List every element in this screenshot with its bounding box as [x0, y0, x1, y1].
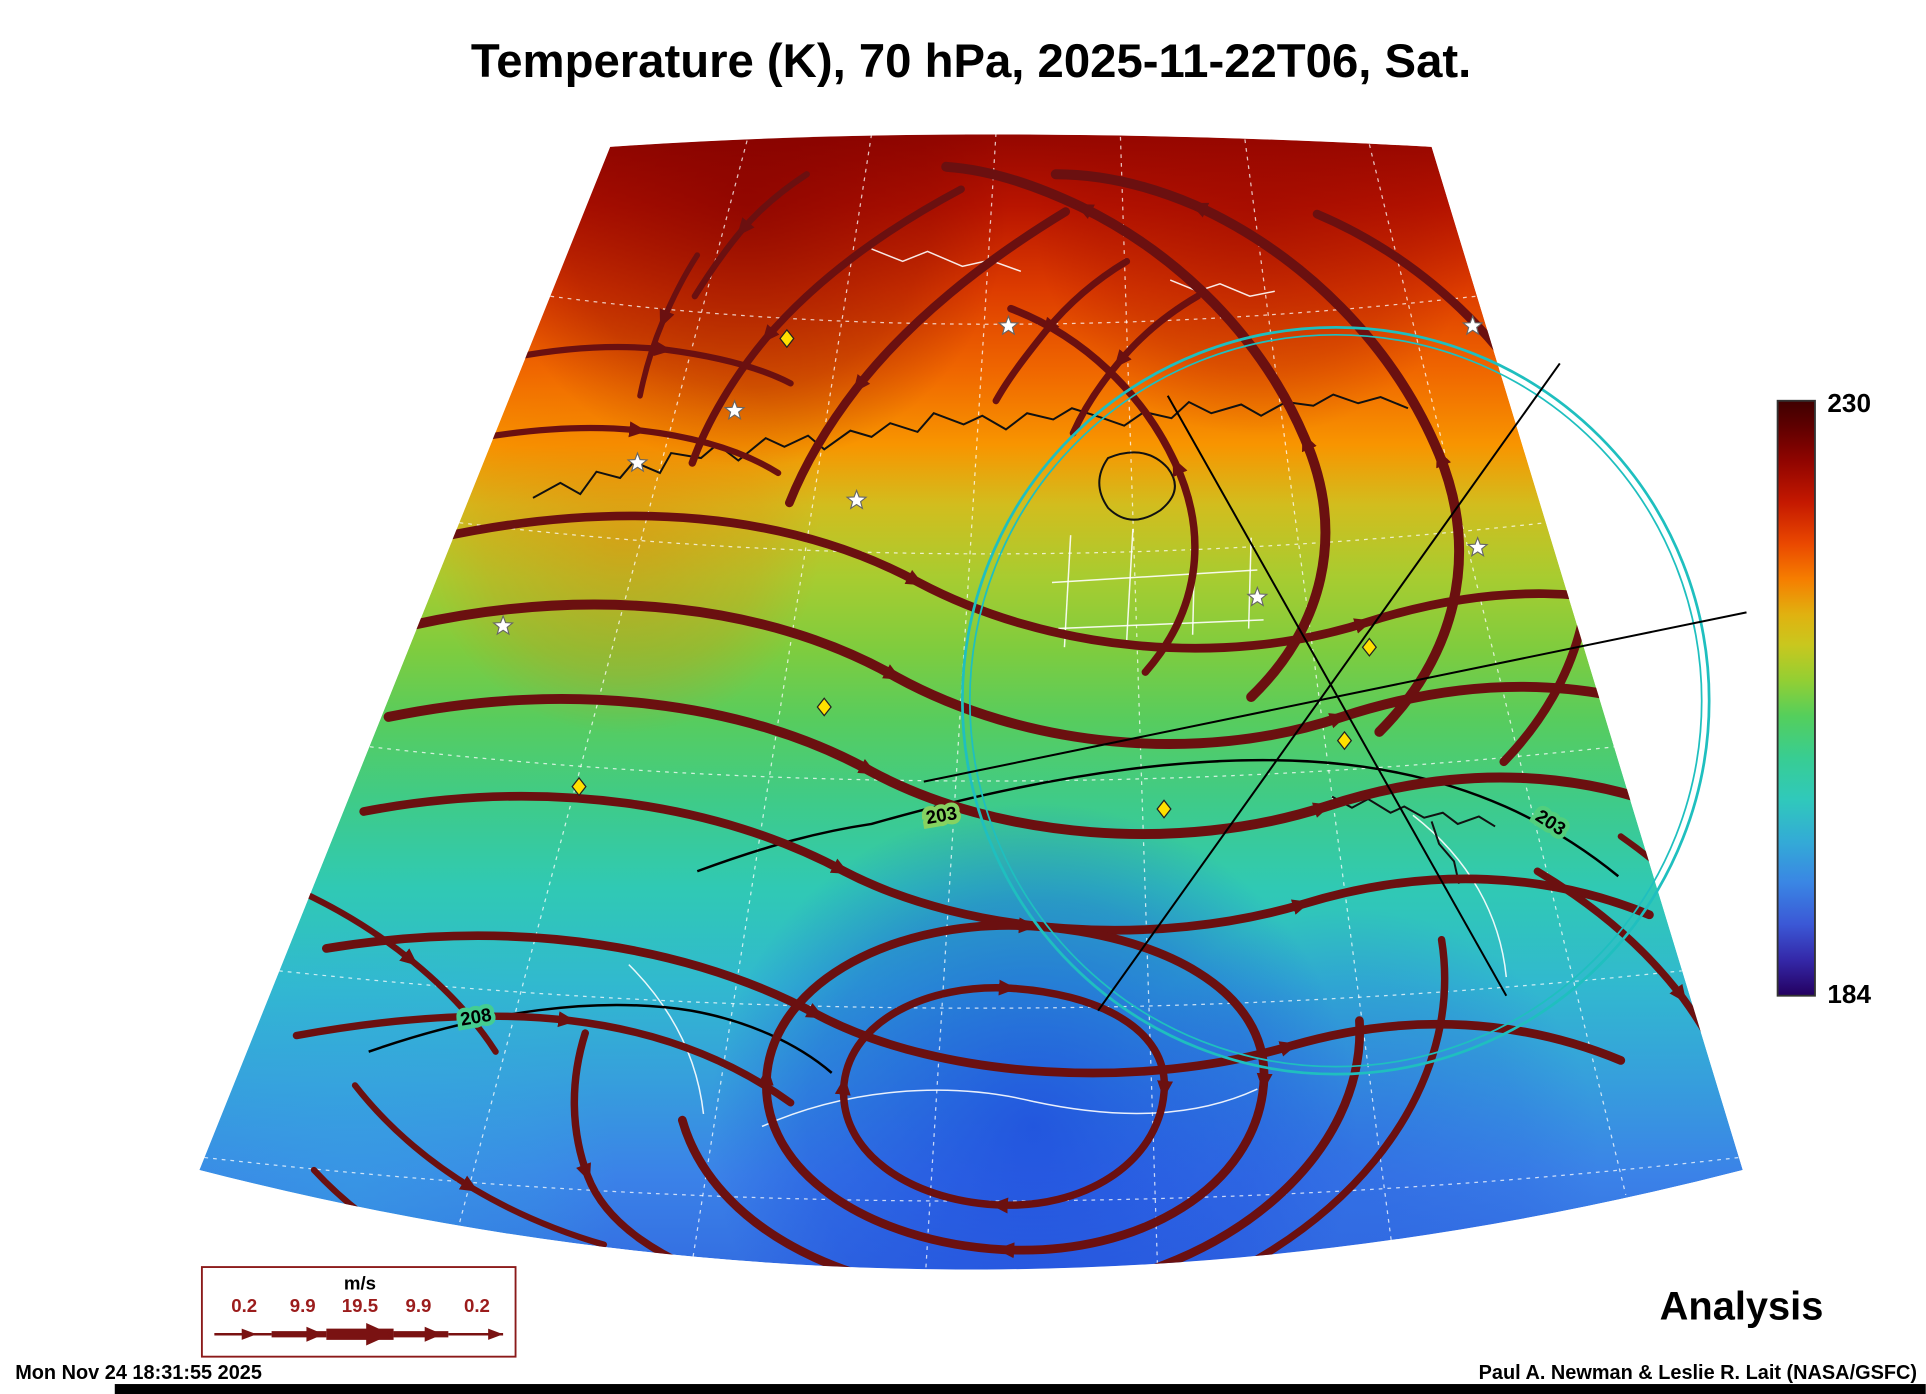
footer-bar [114, 1384, 1926, 1394]
legend-speed-label: 0.2 [464, 1295, 490, 1316]
colorbar-max-label: 230 [1827, 388, 1871, 418]
wind-speed-legend: m/s 0.2 9.9 19.5 9.9 0.2 [200, 1266, 517, 1358]
page-title: Temperature (K), 70 hPa, 2025-11-22T06, … [471, 35, 1471, 88]
streamline [492, 340, 794, 387]
scan-line [1166, 395, 1508, 997]
scan-line [1097, 362, 1561, 1012]
streamline [688, 185, 965, 467]
legend-speed-label: 9.9 [290, 1295, 316, 1316]
colorbar: 230 184 [1776, 388, 1871, 1009]
footprint-circle [961, 325, 1711, 1076]
wind-streamlines [264, 161, 1743, 1270]
map-area [199, 134, 1743, 1270]
footer-credit: Paul A. Newman & Leslie R. Lait (NASA/GS… [1479, 1362, 1917, 1384]
legend-arrow-scale [214, 1323, 504, 1346]
streamline [637, 252, 701, 399]
satellite-footprint-overlay [923, 325, 1747, 1076]
legend-speed-label: 19.5 [342, 1295, 378, 1316]
streamline [264, 874, 499, 1055]
warm-blob [423, 336, 822, 735]
streamline [434, 511, 1700, 653]
legend-speed-label: 0.2 [231, 1295, 257, 1316]
scan-line [923, 611, 1747, 783]
footer-timestamp: Mon Nov 24 18:31:55 2025 [15, 1362, 262, 1384]
streamline [691, 171, 810, 300]
warm-blob [485, 134, 1009, 467]
streamline [677, 1016, 1364, 1270]
colorbar-min-label: 184 [1827, 979, 1871, 1009]
streamline [455, 421, 782, 477]
analysis-label: Analysis [1660, 1284, 1824, 1328]
colorbar-gradient [1776, 399, 1816, 997]
streamline [351, 1082, 608, 1248]
legend-box [200, 1266, 517, 1358]
legend-units-label: m/s [344, 1272, 376, 1293]
streamline [1135, 935, 1449, 1270]
streamline [1050, 169, 1464, 737]
streamline [766, 925, 1269, 1250]
streamline [785, 207, 1071, 508]
streamline [292, 1011, 795, 1107]
cold-blob [1101, 908, 1600, 1270]
footprint-circle-inner [968, 333, 1703, 1068]
legend-speed-label: 9.9 [406, 1295, 432, 1316]
streamline [408, 599, 1708, 749]
streamline [383, 694, 1696, 839]
